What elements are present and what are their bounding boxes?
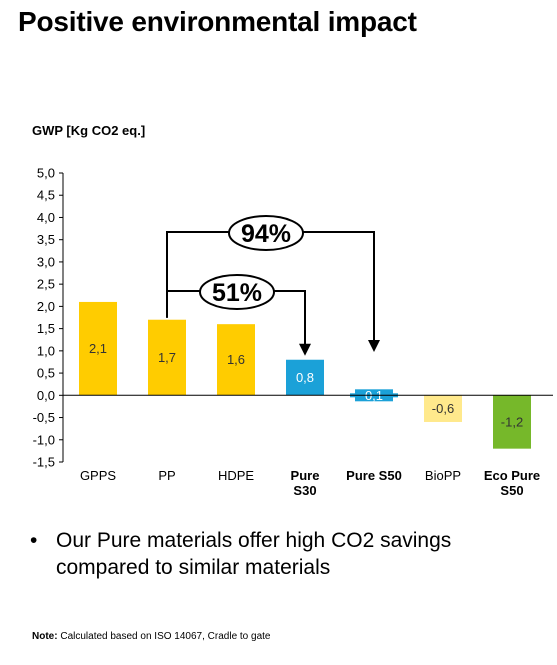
- annotation-arrowhead: [368, 340, 380, 352]
- y-tick-label: 4,0: [37, 210, 55, 225]
- x-category-label: Pure S50: [346, 468, 402, 483]
- y-tick-label: 3,0: [37, 254, 55, 269]
- footnote: Note: Calculated based on ISO 14067, Cra…: [32, 631, 271, 642]
- x-category-label: Pure: [291, 468, 320, 483]
- x-category-label: S30: [293, 483, 316, 498]
- x-category-label: Eco Pure: [484, 468, 540, 483]
- y-tick-label: 0,5: [37, 366, 55, 381]
- y-tick-label: 0,0: [37, 388, 55, 403]
- annotation-percent-label: 51%: [212, 279, 262, 307]
- note-text: Calculated based on ISO 14067, Cradle to…: [60, 631, 271, 642]
- y-tick-label: 1,0: [37, 343, 55, 358]
- x-category-label: PP: [158, 468, 175, 483]
- bar-value-label: 0,8: [296, 370, 314, 385]
- bar-value-label: -0,6: [432, 401, 454, 416]
- bar: [286, 359, 324, 396]
- annotation-arrowhead: [299, 343, 311, 356]
- annotation-percent-label: 94%: [241, 220, 291, 248]
- y-tick-label: 5,0: [37, 166, 55, 181]
- bar-value-label: 2,1: [89, 341, 107, 356]
- gwp-bar-chart: 5,0 4,5 4,0 3,5 3,0 2,5 2,0 1,5 1,0 0,5 0,0 -0,5 -1,…: [33, 166, 553, 498]
- x-category-label: BioPP: [425, 468, 461, 483]
- bar: [493, 395, 531, 449]
- y-tick-label: 3,5: [37, 232, 55, 247]
- annotation-ellipse: [228, 215, 304, 251]
- note-label: Note:: [32, 631, 58, 642]
- bullet-point: • Our Pure materials offer high CO2 savi…: [30, 527, 530, 581]
- x-category-label: GPPS: [80, 468, 116, 483]
- bar-value-label: 1,7: [158, 350, 176, 365]
- y-tick-label: 4,5: [37, 188, 55, 203]
- y-tick-label: 2,0: [37, 299, 55, 314]
- bar: [424, 395, 462, 422]
- bar: [79, 301, 117, 396]
- bullet-icon: •: [30, 529, 38, 552]
- x-category-label: HDPE: [218, 468, 254, 483]
- annotation-ellipse: [199, 274, 275, 310]
- y-tick-label: -1,5: [33, 455, 55, 470]
- y-tick-label: 2,5: [37, 277, 55, 292]
- bar: [148, 319, 186, 396]
- y-tick-label: -1,0: [33, 432, 55, 447]
- bar-value-label: 1,6: [227, 352, 245, 367]
- page-title: Positive environmental impact: [18, 6, 417, 37]
- bar-value-label: -1,2: [501, 414, 523, 429]
- y-tick-label: 1,5: [37, 321, 55, 336]
- bullet-text: Our Pure materials offer high CO2 saving…: [56, 529, 452, 579]
- y-tick-label: -0,5: [33, 410, 55, 425]
- y-axis-label: GWP [Kg CO2 eq.]: [32, 123, 146, 138]
- x-category-label: S50: [500, 483, 523, 498]
- bar: [217, 324, 255, 396]
